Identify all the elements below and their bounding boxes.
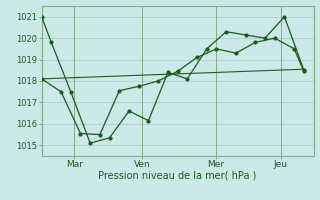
X-axis label: Pression niveau de la mer( hPa ): Pression niveau de la mer( hPa ) — [99, 171, 257, 181]
